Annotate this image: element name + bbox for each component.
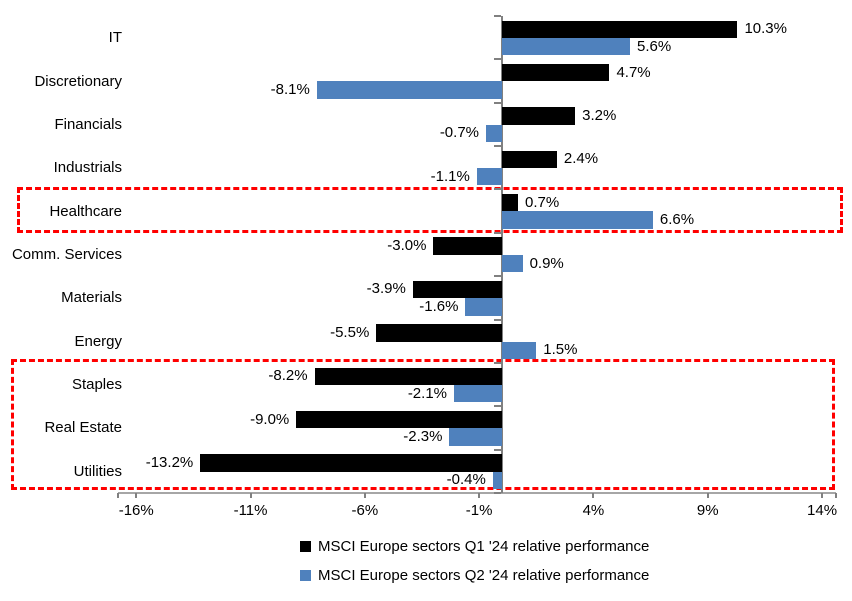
bar-q1-energy — [376, 324, 502, 342]
x-axis-tick — [478, 493, 481, 498]
x-axis-tick — [135, 493, 138, 498]
bar-label-q1-real-estate: -9.0% — [250, 410, 290, 428]
x-axis-end-tick — [835, 493, 837, 498]
highlight-box-staples-real-estate-utilities — [11, 358, 835, 490]
bar-q1-comm-services — [433, 237, 502, 255]
bar-label-q1-financials: 3.2% — [582, 107, 617, 125]
y-axis-category-tick — [494, 275, 501, 278]
bar-q2-utilities — [492, 471, 502, 490]
y-axis-line — [501, 16, 503, 493]
category-label-discretionary: Discretionary — [34, 72, 122, 90]
x-axis-tick-label: 9% — [696, 502, 719, 519]
category-label-energy: Energy — [74, 332, 122, 350]
x-axis-tick — [249, 493, 252, 498]
category-label-comm-services: Comm. Services — [11, 245, 122, 263]
bar-label-q1-healthcare: 0.7% — [525, 193, 560, 211]
bar-label-q2-real-estate: -2.3% — [403, 427, 443, 445]
y-axis-category-tick — [494, 492, 501, 494]
y-axis-category-tick — [494, 101, 501, 104]
legend-label-q1: MSCI Europe sectors Q1 '24 relative perf… — [318, 537, 650, 555]
category-label-materials: Materials — [61, 289, 122, 307]
x-axis-tick — [821, 493, 824, 498]
legend-swatch-q1-icon — [300, 540, 311, 552]
y-axis-category-tick — [494, 188, 501, 191]
bar-q2-energy — [502, 341, 537, 359]
bar-q2-staples — [453, 384, 502, 403]
y-axis-category-tick — [494, 231, 501, 234]
bar-label-q2-staples: -2.1% — [407, 384, 447, 402]
bar-q2-healthcare — [502, 211, 653, 229]
bar-label-q1-materials: -3.9% — [366, 280, 406, 298]
bar-label-q2-discretionary: -8.1% — [270, 81, 310, 99]
x-axis-tick-label: 14% — [807, 502, 838, 519]
category-label-industrials: Industrials — [53, 159, 122, 177]
category-label-utilities: Utilities — [73, 462, 122, 480]
x-axis-tick — [363, 493, 366, 498]
bar-q2-materials — [465, 298, 502, 316]
bar-label-q2-industrials: -1.1% — [430, 167, 470, 185]
bar-label-q1-comm-services: -3.0% — [387, 237, 427, 255]
bar-label-q2-utilities: -0.4% — [446, 471, 486, 489]
bar-q1-it — [502, 20, 738, 38]
y-axis-category-tick — [494, 405, 501, 408]
bar-label-q1-energy: -5.5% — [330, 323, 370, 341]
bar-q1-financials — [502, 107, 576, 125]
x-axis-tick-label: -1% — [465, 502, 493, 519]
bar-q2-financials — [485, 124, 502, 143]
x-axis-end-tick — [117, 493, 119, 498]
bar-label-q1-discretionary: 4.7% — [616, 63, 651, 81]
bar-label-q2-it: 5.6% — [637, 37, 672, 55]
category-label-real-estate: Real Estate — [44, 419, 122, 437]
bar-q1-discretionary — [502, 63, 610, 82]
bar-label-q2-energy: 1.5% — [543, 341, 578, 359]
bar-q1-materials — [412, 280, 502, 299]
bar-q1-staples — [314, 367, 502, 385]
legend: MSCI Europe sectors Q1 '24 relative perf… — [300, 535, 649, 593]
bar-q1-utilities — [200, 454, 502, 472]
bar-label-q1-it: 10.3% — [744, 20, 787, 38]
bar-label-q2-comm-services: 0.9% — [529, 254, 564, 272]
bar-q1-real-estate — [296, 410, 502, 429]
category-label-staples: Staples — [71, 376, 122, 394]
bar-label-q2-financials: -0.7% — [439, 124, 479, 142]
legend-item-q2: MSCI Europe sectors Q2 '24 relative perf… — [300, 564, 649, 586]
bar-label-q1-staples: -8.2% — [268, 367, 308, 385]
x-axis-tick-label: -16% — [118, 502, 154, 519]
category-label-financials: Financials — [54, 115, 122, 133]
x-axis-tick-label: 4% — [582, 502, 605, 519]
legend-label-q2: MSCI Europe sectors Q2 '24 relative perf… — [318, 566, 650, 584]
bar-q1-industrials — [502, 150, 557, 169]
x-axis-tick — [706, 493, 709, 498]
bar-label-q2-materials: -1.6% — [419, 297, 459, 315]
x-axis-tick — [592, 493, 595, 498]
y-axis-category-tick — [494, 361, 501, 364]
highlight-box-healthcare — [17, 186, 843, 233]
bar-q2-it — [502, 38, 631, 56]
bar-label-q1-industrials: 2.4% — [563, 150, 599, 168]
bar-q1-healthcare — [502, 194, 518, 212]
y-axis-category-tick — [494, 15, 501, 17]
category-label-it: IT — [108, 29, 122, 47]
x-axis-tick-label: -6% — [351, 502, 379, 519]
y-axis-category-tick — [494, 448, 501, 451]
bar-q2-comm-services — [502, 254, 523, 273]
x-axis-tick-label: -11% — [233, 502, 268, 519]
y-axis-category-tick — [494, 318, 501, 321]
y-axis-category-tick — [494, 145, 501, 148]
bar-label-q2-healthcare: 6.6% — [659, 211, 695, 229]
category-label-healthcare: Healthcare — [49, 202, 122, 220]
bar-q2-discretionary — [316, 81, 502, 99]
bar-q2-industrials — [476, 168, 502, 186]
x-axis-line — [118, 492, 836, 494]
legend-swatch-q2-icon — [300, 569, 311, 581]
y-axis-category-tick — [494, 58, 501, 61]
bar-q2-real-estate — [449, 428, 502, 446]
bar-label-q1-utilities: -13.2% — [145, 453, 194, 471]
legend-item-q1: MSCI Europe sectors Q1 '24 relative perf… — [300, 535, 649, 557]
